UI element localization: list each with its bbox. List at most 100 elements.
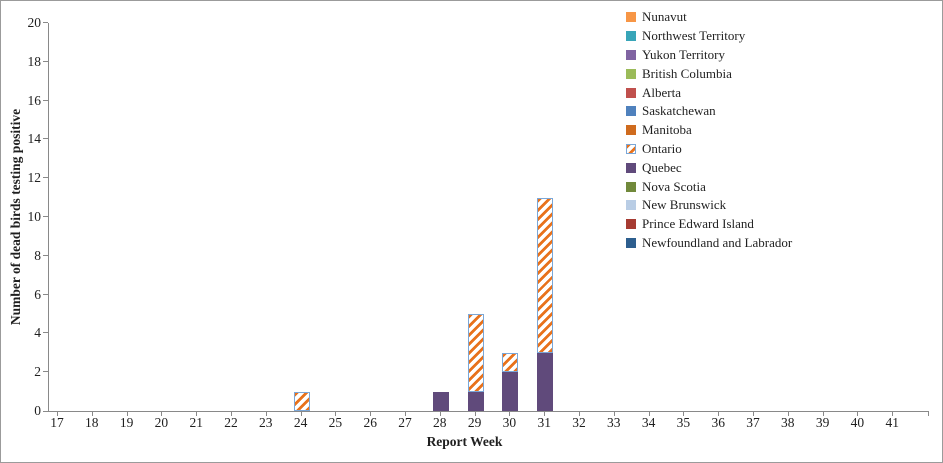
y-tick-mark [43, 60, 48, 62]
bar-segment-ontario [502, 352, 519, 373]
y-tick-label: 18 [27, 53, 42, 69]
legend-label: Prince Edward Island [642, 216, 754, 232]
legend-item: Newfoundland and Labrador [626, 234, 792, 253]
x-tick-mark [439, 412, 441, 416]
plot-area [48, 23, 929, 412]
x-tick-mark [126, 412, 128, 416]
legend-swatch [626, 237, 636, 248]
legend-item: Nunavut [626, 8, 792, 27]
legend-item: Quebec [626, 158, 792, 177]
legend-swatch [626, 68, 636, 79]
x-tick-label: 33 [607, 415, 621, 430]
x-tick-mark [161, 412, 163, 416]
legend-item: Alberta [626, 83, 792, 102]
y-tick-label: 6 [34, 286, 41, 302]
legend-label: Nunavut [642, 9, 687, 25]
x-tick-label: 36 [711, 415, 725, 430]
y-tick-label: 10 [27, 209, 42, 224]
x-tick-label: 22 [224, 415, 238, 430]
x-tick-mark [787, 412, 789, 416]
y-tick-label: 12 [27, 170, 42, 186]
x-axis-title: Report Week [426, 434, 503, 449]
legend-swatch [626, 162, 636, 173]
x-axis-end-tick-mark [928, 412, 929, 416]
x-tick-mark [405, 412, 406, 416]
y-tick-label: 20 [27, 15, 42, 30]
x-tick-mark [57, 412, 58, 416]
x-tick-label: 31 [537, 415, 551, 430]
y-tick-mark [43, 411, 48, 412]
legend-item: British Columbia [626, 64, 792, 83]
legend-swatch [626, 125, 636, 136]
x-tick-label: 30 [502, 415, 517, 430]
legend-label: Alberta [642, 84, 681, 100]
legend-swatch [626, 181, 636, 192]
bar-segment-ontario [293, 391, 310, 411]
x-tick-label: 26 [363, 415, 377, 430]
x-tick-label: 27 [398, 415, 412, 430]
bar-segment-quebec [432, 391, 449, 411]
y-tick-label: 2 [34, 364, 41, 380]
x-tick-mark [683, 412, 685, 416]
x-tick-label: 21 [189, 415, 203, 430]
legend-item: Saskatchewan [626, 102, 792, 121]
x-tick-mark [265, 412, 267, 416]
x-tick-label: 28 [433, 415, 447, 430]
x-tick-mark [474, 412, 476, 416]
x-tick-mark [196, 412, 198, 416]
x-tick-mark [718, 412, 720, 416]
legend-label: Saskatchewan [642, 103, 716, 119]
x-tick-label: 41 [885, 415, 899, 430]
x-tick-mark [822, 412, 824, 416]
y-tick-mark [43, 22, 48, 23]
x-tick-mark [91, 412, 93, 416]
legend-label: Newfoundland and Labrador [642, 234, 793, 250]
legend-swatch [626, 200, 636, 211]
x-tick-label: 34 [641, 415, 656, 430]
bar-segment-quebec [537, 352, 554, 411]
legend-label: Manitoba [642, 122, 692, 138]
x-tick-label: 37 [746, 415, 760, 430]
legend-label: Ontario [642, 140, 682, 156]
y-tick-mark [43, 216, 48, 217]
bar-segment-ontario [537, 197, 554, 353]
legend-swatch [626, 12, 636, 23]
legend-swatch [626, 31, 636, 42]
x-tick-label: 35 [676, 415, 691, 430]
y-tick-label: 14 [27, 131, 42, 147]
x-tick-label: 23 [259, 415, 273, 430]
legend-swatch [626, 219, 636, 230]
x-tick-mark [579, 412, 580, 416]
legend-item: Northwest Territory [626, 27, 792, 46]
legend-label: Nova Scotia [642, 178, 706, 194]
x-tick-label: 25 [328, 415, 343, 430]
legend-label: Quebec [642, 159, 682, 175]
x-tick-label: 39 [815, 415, 830, 430]
x-tick-label: 29 [467, 415, 482, 430]
legend-label: New Brunswick [642, 197, 727, 213]
x-tick-label: 18 [85, 415, 99, 430]
y-tick-label: 16 [27, 92, 42, 108]
legend-item: Manitoba [626, 121, 792, 140]
legend-swatch [626, 87, 636, 98]
x-tick-mark [300, 412, 302, 416]
y-tick-mark [43, 254, 48, 256]
legend-swatch [626, 49, 636, 60]
x-tick-label: 40 [850, 415, 865, 430]
legend: Nunavut Northwest Territory Yukon Territor… [626, 8, 792, 252]
x-tick-label: 20 [154, 415, 169, 430]
y-tick-mark [43, 177, 48, 179]
legend-swatch [626, 106, 636, 117]
legend-label: British Columbia [642, 65, 732, 81]
legend-item: Nova Scotia [626, 177, 792, 196]
legend-item: Prince Edward Island [626, 215, 792, 234]
bar-segment-quebec [502, 372, 519, 411]
x-tick-label: 17 [50, 415, 64, 430]
legend-label: Northwest Territory [642, 28, 746, 44]
x-tick-mark [753, 412, 754, 416]
x-tick-mark [544, 412, 546, 416]
x-tick-mark [648, 412, 650, 416]
y-tick-mark [43, 293, 48, 295]
y-tick-mark [43, 332, 48, 334]
